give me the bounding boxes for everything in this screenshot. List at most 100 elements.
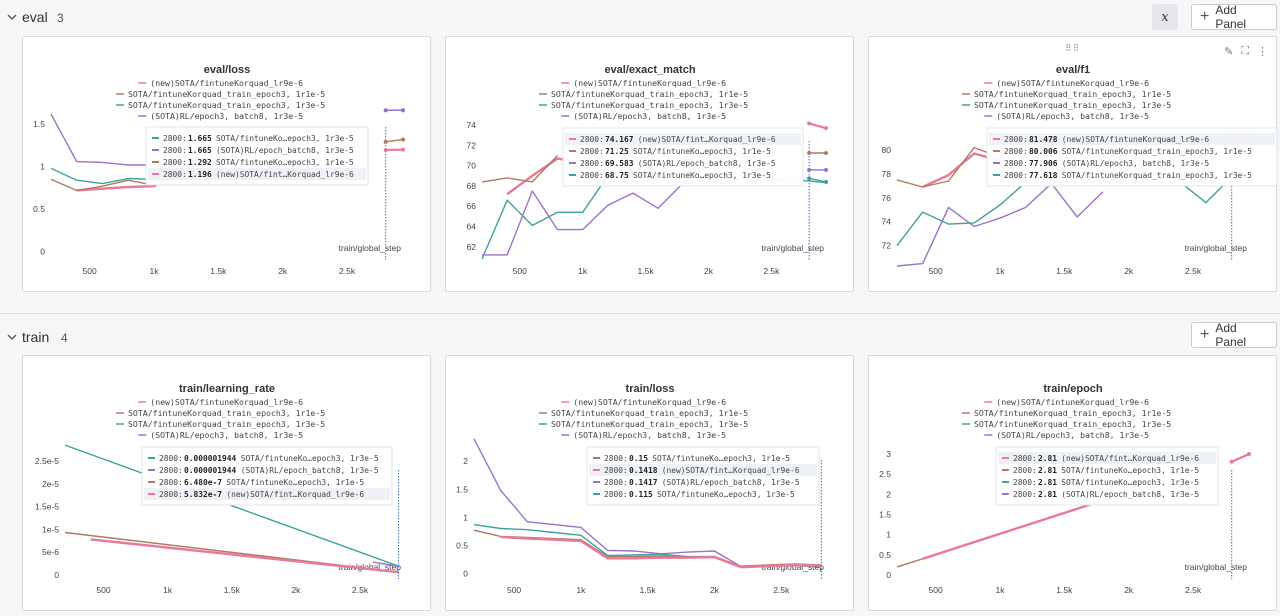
tooltip-value: 77.618 [1029,171,1058,180]
tooltip-step: 2800: [580,147,604,156]
series-line-purple [896,182,1104,267]
hover-point [383,148,388,153]
x-tick-label: 1.5k [224,585,241,595]
section-header-eval[interactable]: eval 3 [0,0,1280,34]
panel-train-epoch[interactable]: train/epoch (new)SOTA/fintuneKorquad_lr9e… [868,355,1277,611]
series-tail-brown [385,138,404,143]
edit-pencil-icon[interactable]: ✎ [1224,46,1234,58]
y-tick-label: 80 [882,145,892,155]
tooltip-step: 2800: [163,170,187,179]
tooltip-run-name: (new)SOTA/fintuneKorquad_lr9e-6 [1062,135,1210,144]
chart-eval-f1: eval/f1(new)SOTA/fintuneKorquad_lr9e-6SO… [882,64,1278,276]
tooltip-run-name: (new)SOTA/fint…Korquad_lr9e-6 [1061,454,1199,463]
legend-entry: (new)SOTA/fintuneKorquad_lr9e-6 [150,78,303,88]
tooltip-highlight [565,133,801,145]
y-tick-label: 70 [467,161,477,171]
legend-entry: (SOTA)RL/epoch3, batch8, 1r3e-5 [573,111,726,121]
panel-train-loss[interactable]: train/loss (new)SOTA/fintuneKorquad_lr9e-… [445,355,854,611]
series-line-pink [922,499,1104,560]
series-line-pink [500,535,822,569]
plus-icon: + [1200,326,1210,343]
tooltip-run-name: SOTA/fintuneKo…epoch3, 1r3e-5 [657,490,795,499]
chevron-down-icon[interactable] [7,332,17,342]
x-tick-label: 2k [291,585,301,595]
panel-eval-exact-match[interactable]: eval/exact_match (new)SOTA/fintuneKorquad… [445,36,854,292]
tooltip-run-name: SOTA/fintuneKo…epoch3, 1r1e-5 [652,454,790,463]
tooltip-value: 2.81 [1038,490,1057,499]
end-point [401,108,405,113]
x-axis-label: train/global_step [1185,562,1248,572]
tooltip-run-name: SOTA/fintuneKo…epoch3, 1r3e-5 [216,134,354,143]
tooltip-run-name: SOTA/fintuneKo…epoch3, 1r1e-5 [633,147,771,156]
end-point [824,167,828,172]
tooltip-run-name: (SOTA)RL/epoch_batch8, 1r3e-5 [241,466,379,475]
panel-train-learning-rate[interactable]: train/learning_rate (new)SOTA/fintuneKorq… [22,355,431,611]
tooltip-value: 71.25 [605,147,629,156]
add-panel-button[interactable]: + Add Panel [1191,3,1277,31]
chart-eval-exact-match: eval/exact_match (new)SOTA/fintuneKorquad… [467,64,829,276]
legend-entry: (new)SOTA/fintuneKorquad_lr9e-6 [996,78,1149,88]
tooltip-value: 81.478 [1029,135,1058,144]
y-tick-label: 66 [467,201,477,211]
tooltip-run-name: (SOTA)RL/epoch3, batch8, 1r3e-5 [1062,159,1210,168]
x-axis-label: train/global_step [762,243,825,253]
series-line-teal [896,181,1226,247]
tooltip-run-name: (SOTA)RL/epoch_batch8, 1r3e-5 [1061,490,1199,499]
tooltip-value: 1.196 [188,170,212,179]
tooltip-step: 2800: [1004,171,1028,180]
y-tick-label: 1e-5 [42,524,59,534]
hover-point [383,139,388,144]
legend-entry: SOTA/fintuneKorquad_train_epoch3, 1r1e-5 [974,408,1171,418]
legend-entry: SOTA/fintuneKorquad_train_epoch3, 1r3e-5 [128,419,325,429]
series-line-brown [896,146,1001,188]
series-line-purple [372,561,399,567]
legend-entry: SOTA/fintuneKorquad_train_epoch3, 1r1e-5 [128,89,325,99]
drag-handle-icon[interactable]: ⠿⠿ [1065,43,1081,53]
y-tick-label: 74 [882,217,892,227]
legend-entry: (new)SOTA/fintuneKorquad_lr9e-6 [573,78,726,88]
tooltip-step: 2800: [580,171,604,180]
section-header-train[interactable]: train 4 [0,320,1280,354]
tooltip-run-name: SOTA/fintuneKo…epoch3, 1r3e-5 [1061,478,1199,487]
tooltip-step: 2800: [1013,490,1037,499]
x-tick-label: 1.5k [210,266,227,276]
tooltip-value: 0.15 [629,454,648,463]
section-divider [0,313,1280,314]
legend-entry: SOTA/fintuneKorquad_train_epoch3, 1r1e-5 [551,408,748,418]
fullscreen-icon[interactable]: ⛶ [1241,45,1249,57]
tooltip-value: 0.000001944 [184,466,237,475]
tooltip-highlight [148,168,366,180]
y-tick-label: 76 [882,193,892,203]
expression-button[interactable]: x [1152,4,1178,30]
panel-eval-loss[interactable]: eval/loss (new)SOTA/fintuneKorquad_lr9e-6… [22,36,431,292]
legend-entry: (new)SOTA/fintuneKorquad_lr9e-6 [150,397,303,407]
tooltip-run-name: (SOTA)RL/epoch_batch8, 1r3e-5 [638,159,776,168]
y-tick-label: 64 [467,222,477,232]
x-axis-label: train/global_step [762,562,825,572]
legend-entry: SOTA/fintuneKorquad_train_epoch3, 1r1e-5 [128,408,325,418]
x-tick-label: 1k [149,266,159,276]
y-tick-label: 2 [886,489,891,499]
hover-point [807,151,812,156]
legend-entry: (SOTA)RL/epoch3, batch8, 1r3e-5 [573,430,726,440]
more-options-icon[interactable]: ⋮ [1257,46,1268,58]
x-tick-label: 2.5k [763,266,780,276]
tooltip-value: 0.1417 [629,478,658,487]
add-panel-button[interactable]: + Add Panel [1191,321,1277,349]
chart-title: eval/loss [204,64,250,76]
y-tick-label: 1 [463,512,468,522]
panel-eval-f1[interactable]: eval/f1 (new)SOTA/fintuneKorquad_lr9e-6 SO… [868,36,1278,292]
tooltip-step: 2800: [604,454,628,463]
chevron-down-icon[interactable] [7,12,17,22]
series-line-teal [473,523,822,568]
panel-count-badge: 3 [57,11,64,25]
tooltip-run-name: SOTA/fintuneKo…epoch3, 1r1e-5 [226,478,364,487]
tooltip-value: 5.832e-7 [184,490,222,499]
legend-entry: SOTA/fintuneKorquad_train_epoch3, 1r1e-5 [974,89,1171,99]
legend-entry: SOTA/fintuneKorquad_train_epoch3, 1r3e-5 [128,100,325,110]
x-tick-label: 2.5k [773,585,790,595]
x-axis-label: train/global_step [339,243,402,253]
tooltip-value: 2.81 [1038,466,1057,475]
series-line-brown [896,558,923,568]
tooltip-step: 2800: [159,454,183,463]
